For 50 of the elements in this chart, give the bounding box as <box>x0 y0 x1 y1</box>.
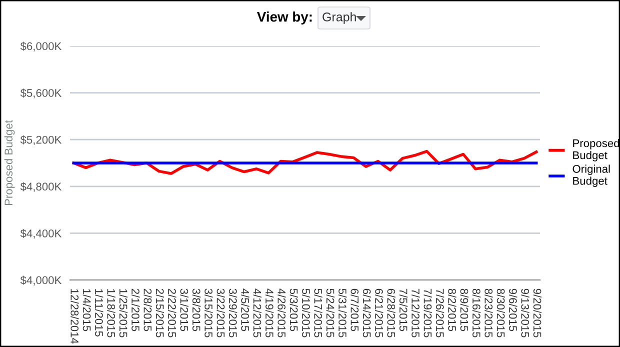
x-tick-label: 7/26/2015 <box>436 288 444 338</box>
x-tick-label: 3/29/2015 <box>228 288 238 338</box>
y-tick-label: $5,200K <box>20 135 62 146</box>
x-tick-label: 5/31/2015 <box>338 288 347 338</box>
x-tick-label: 8/23/2015 <box>484 288 493 338</box>
text: Graph <box>322 12 356 24</box>
x-tick-label: 2/15/2015 <box>156 288 164 338</box>
x-tick-label: 5/10/2015 <box>302 288 310 338</box>
x-tick-label: 5/24/2015 <box>326 288 335 338</box>
x-tick-label: 5/3/2015 <box>290 288 298 332</box>
x-tick-label: 8/9/2015 <box>460 288 468 332</box>
x-tick-label: 8/16/2015 <box>472 288 481 338</box>
text: View by: <box>257 12 312 24</box>
legend-label: Original Budget <box>572 164 610 187</box>
x-tick-label: 6/21/2015 <box>375 288 384 338</box>
x-tick-label: 7/19/2015 <box>424 288 432 338</box>
y-tick-label: $5,600K <box>20 88 62 98</box>
x-tick-label: 3/15/2015 <box>204 288 213 338</box>
x-tick-label: 9/20/2015 <box>533 288 542 338</box>
x-tick-label: 7/12/2015 <box>412 288 420 338</box>
x-tick-label: 6/7/2015 <box>350 288 359 332</box>
y-tick-label: $6,000K <box>20 42 62 52</box>
x-tick-label: 1/4/2015 <box>82 289 92 332</box>
x-tick-label: 9/6/2015 <box>509 288 518 332</box>
x-tick-label: 4/26/2015 <box>278 288 286 338</box>
x-tick-label: 7/5/2015 <box>399 288 408 332</box>
x-tick-label: 4/19/2015 <box>265 288 274 338</box>
x-tick-label: 12/28/2014 <box>70 289 79 344</box>
x-tick-label: 8/30/2015 <box>496 288 505 338</box>
x-tick-label: 1/18/2015 <box>107 289 116 338</box>
x-tick-label: 3/8/2015 <box>192 288 201 332</box>
y-tick-label: $4,800K <box>20 182 62 192</box>
y-tick-label: $4,400K <box>20 229 62 239</box>
x-tick-label: 2/8/2015 <box>144 288 152 332</box>
x-tick-label: 4/12/2015 <box>253 288 262 338</box>
y-tick-label: $4,000K <box>20 276 62 286</box>
x-tick-label: 5/17/2015 <box>314 288 322 338</box>
x-tick-label: 1/25/2015 <box>119 289 128 338</box>
x-tick-label: 9/13/2015 <box>521 288 530 338</box>
legend-label: Proposed Budget <box>573 139 620 162</box>
y-axis-title: Proposed Budget <box>4 120 15 206</box>
x-tick-label: 3/22/2015 <box>216 288 225 338</box>
x-tick-label: 6/14/2015 <box>362 288 372 338</box>
x-tick-label: 1/11/2015 <box>95 289 104 336</box>
x-tick-label: 2/22/2015 <box>168 288 176 338</box>
x-tick-label: 3/1/2015 <box>180 288 188 332</box>
x-tick-label: 2/1/2015 <box>132 288 140 332</box>
x-tick-label: 6/28/2015 <box>387 288 396 338</box>
x-tick-label: 8/2/2015 <box>448 288 456 332</box>
x-tick-label: 4/5/2015 <box>241 288 250 332</box>
